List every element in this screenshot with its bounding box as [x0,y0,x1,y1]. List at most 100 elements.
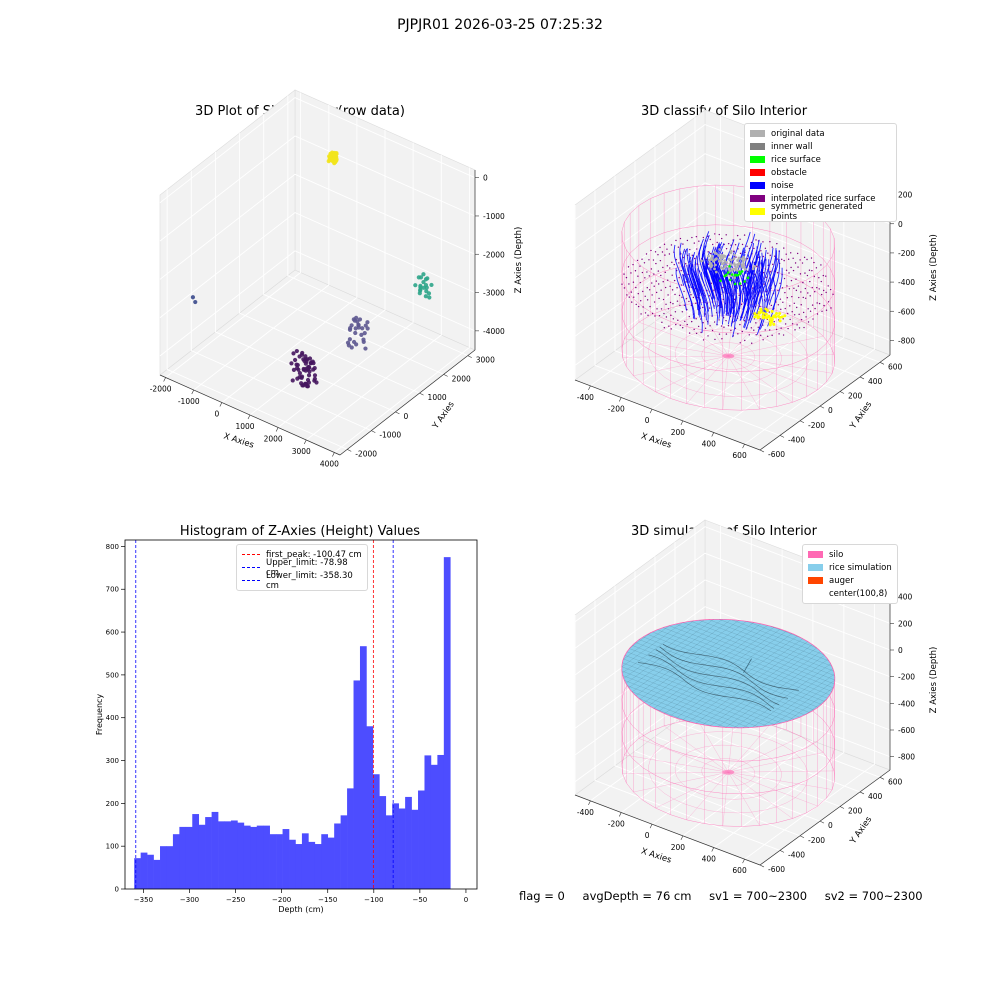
p2-symmetric-point [756,316,760,320]
p2-noise-strand [675,268,687,311]
p1-data-point [294,362,299,367]
p2-interp-point [664,286,667,289]
p2-interp-point [769,254,771,257]
p4-ytick-label: 400 [868,792,883,801]
p2-interp-point [777,304,780,306]
p1-xtick-label: 1000 [235,422,254,431]
p2-rice-point [733,282,737,286]
p2-interp-point [823,289,825,292]
histogram-bar [418,790,425,889]
p2-original-point [709,262,713,266]
p2-interp-point [738,294,740,297]
p2-interp-point [653,285,655,287]
p2-interp-point [733,298,736,301]
p2-interp-point [800,318,803,321]
p4-silo-spoke [686,772,729,820]
p2-interp-point [688,315,690,318]
p1-data-point [303,354,308,359]
p2-interp-point [825,275,827,277]
p4-wave [662,643,799,691]
histogram-bar [443,557,451,889]
p2-silo-spoke [696,302,729,357]
p2-interp-point [713,289,715,291]
histogram-xlabel: Depth (cm) [278,905,323,914]
p4-mesh-line [676,633,793,719]
p2-interp-point [676,287,678,289]
p1-data-point [423,277,429,282]
p4-silo-spoke [728,772,833,790]
p1-data-point [193,299,198,305]
status-sv2: sv2 = 700~2300 [824,889,923,903]
histogram-xtick-label: −150 [318,896,337,904]
p4-mesh-line [627,685,739,728]
p2-interp-point [744,339,746,342]
p2-interp-point [667,279,669,281]
p4-mesh-line [632,645,810,713]
p2-interp-point [653,301,656,303]
p4-ztick-label: 200 [898,619,913,628]
histogram-ytick-label: 400 [106,714,119,722]
p2-ztick-label: -800 [898,336,915,345]
p1-xtick [332,452,335,457]
p2-noise-strand [689,265,701,310]
p2-interp-point [821,310,823,312]
plot1-3d-scatter: -2000-100001000200030004000-2000-1000010… [150,89,524,469]
plot2-legend: original data inner wall rice surface ob… [744,123,897,222]
p4-ytick [779,850,785,853]
p2-interp-point [814,291,816,293]
p2-interp-point [798,296,800,299]
p2-interp-point [656,308,658,310]
p2-interp-point [630,272,632,274]
p4-ylabel: Y Axies [848,814,875,846]
p1-data-point [303,381,309,387]
legend-swatch [808,590,823,597]
p2-interp-point [714,233,716,235]
p2-symmetric-point [780,315,784,319]
p2-interp-point [690,294,692,296]
plot4-legend: silo rice simulation auger center(100,8) [802,544,898,604]
p2-noise-strand [749,256,761,299]
p2-interp-point [623,287,626,289]
p2-original-point [742,262,746,266]
p1-data-point [351,339,357,345]
p4-wave [638,662,772,712]
p1-data-point [291,367,297,372]
p2-rice-point [743,280,746,283]
p2-interp-point [658,283,660,285]
p1-xgrid [306,155,442,441]
p1-data-point [423,294,428,299]
p2-interp-point [777,289,779,292]
p1-ytick-label: 2000 [452,374,471,383]
p1-xtick [191,389,195,395]
p2-symmetric-point [778,319,782,323]
plot3-title: Histogram of Z-Axies (Height) Values [179,524,421,539]
p1-ytick-label: 3000 [476,356,495,365]
p2-interp-point [759,318,762,320]
p2-silo-spoke [728,355,793,403]
p2-original-point [736,265,740,269]
p2-original-point [700,259,704,263]
p2-interp-point [636,259,639,262]
p4-xtick-label: 600 [732,866,747,875]
p2-noise-strand [679,251,691,294]
histogram-xtick-label: −350 [134,896,153,904]
p1-xgrid [193,105,330,391]
p2-interp-point [771,246,774,248]
p2-interp-point [803,326,805,329]
p2-ytick-label: -600 [768,450,785,459]
p2-interp-point [755,322,757,324]
p4-silo-spoke [638,738,729,773]
p1-ytick-label: -2000 [355,449,377,458]
p2-interp-point [756,265,758,267]
p2-interp-point [626,294,628,296]
p1-xtick [275,427,279,432]
p4-silo-spoke [655,772,729,809]
histogram-ytick-label: 0 [115,886,119,894]
p2-symmetric-point [767,315,771,319]
p4-mesh-line [622,675,759,727]
p2-original-point [719,259,723,263]
histogram-bar [179,826,187,889]
p2-original-point [741,259,745,263]
histogram-xtick-label: −300 [180,896,199,904]
p4-xtick [618,812,622,817]
